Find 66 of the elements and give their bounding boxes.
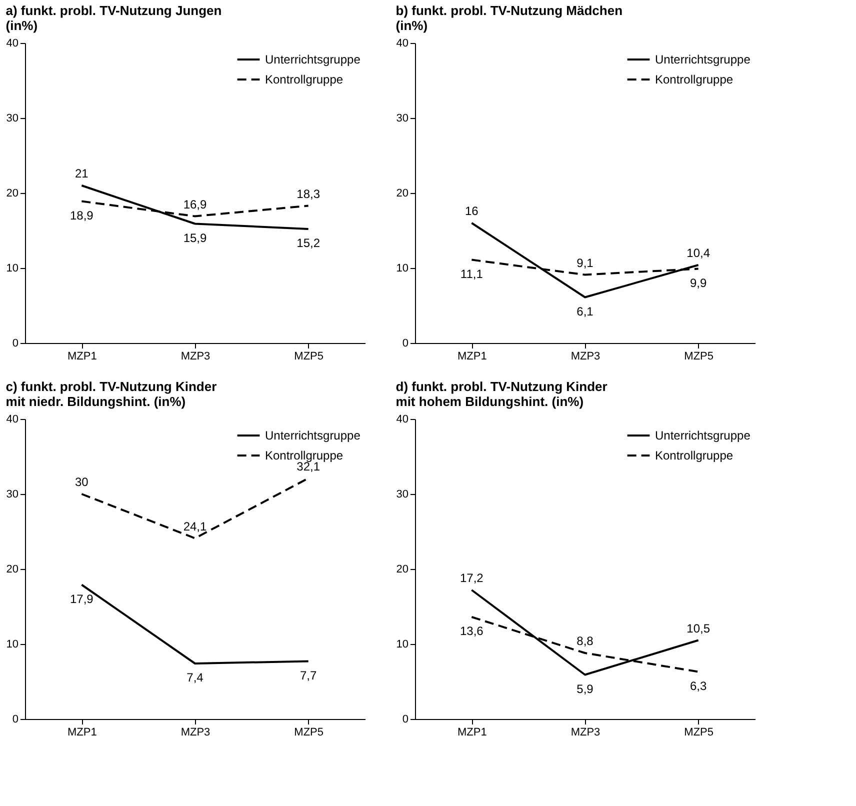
x-tick-label: MZP1	[457, 726, 487, 738]
data-label: 10,4	[686, 246, 710, 260]
y-tick-label: 20	[6, 188, 18, 200]
data-label: 24,1	[183, 519, 207, 534]
x-tick-label: MZP5	[684, 726, 714, 738]
data-label: 11,1	[460, 266, 484, 281]
y-tick-label: 20	[6, 564, 18, 576]
data-label: 30	[74, 475, 89, 489]
y-tick-label: 0	[12, 338, 18, 350]
y-tick-label: 40	[396, 38, 408, 50]
y-tick-label: 0	[402, 338, 408, 350]
legend-label: Unterrichtsgruppe	[265, 52, 361, 66]
data-label: 15,2	[296, 236, 320, 250]
y-tick-label: 20	[396, 564, 408, 576]
legend-label: Kontrollgruppe	[265, 72, 344, 86]
y-tick-label: 0	[402, 714, 408, 726]
chart-title: a) funkt. probl. TV-Nutzung Jungen (in%)	[6, 3, 222, 33]
chart-title: b) funkt. probl. TV-Nutzung Mädchen (in%)	[396, 3, 623, 33]
y-tick-label: 10	[6, 262, 18, 274]
x-tick-label: MZP1	[67, 726, 97, 738]
data-label: 18,3	[296, 186, 320, 201]
data-label: 17,9	[70, 592, 94, 606]
x-tick-label: MZP5	[684, 350, 714, 362]
data-label: 16	[464, 204, 479, 218]
x-tick-label: MZP1	[67, 350, 97, 362]
data-label: 18,9	[70, 208, 94, 222]
y-tick-label: 10	[6, 638, 18, 650]
legend-label: Unterrichtsgruppe	[265, 428, 361, 442]
data-label: 7,4	[186, 670, 204, 684]
data-label: 10,5	[686, 621, 710, 636]
y-tick-label: 40	[6, 38, 18, 50]
x-tick-label: MZP3	[180, 350, 210, 362]
y-tick-label: 10	[396, 638, 408, 650]
y-tick-label: 10	[396, 262, 408, 274]
y-tick-label: 30	[6, 488, 18, 500]
x-tick-label: MZP3	[570, 726, 600, 738]
data-label: 9,9	[690, 276, 707, 290]
data-label: 6,1	[576, 304, 594, 318]
y-tick-label: 30	[396, 488, 408, 500]
data-label: 16,9	[183, 197, 207, 212]
x-tick-label: MZP3	[180, 726, 210, 738]
chart-title: d) funkt. probl. TV-Nutzung Kinder mit hohem Bildungshint. (in%)	[396, 379, 608, 409]
data-label: 17,2	[460, 571, 484, 585]
legend-label: Kontrollgruppe	[655, 72, 734, 86]
y-tick-label: 30	[6, 112, 18, 124]
data-label: 8,8	[576, 634, 594, 648]
y-tick-label: 40	[6, 414, 18, 426]
data-label: 21	[74, 166, 89, 180]
data-label: 13,6	[460, 624, 484, 638]
y-tick-label: 40	[396, 414, 408, 426]
y-tick-label: 0	[12, 714, 18, 726]
legend-label: Unterrichtsgruppe	[655, 428, 751, 442]
y-tick-label: 20	[396, 188, 408, 200]
data-label: 5,9	[576, 682, 594, 696]
data-label: 6,3	[690, 678, 707, 693]
chart-title: c) funkt. probl. TV-Nutzung Kinder mit niedr. Bildungshint. (in%)	[6, 379, 217, 409]
x-tick-label: MZP5	[294, 350, 324, 362]
legend-label: Unterrichtsgruppe	[655, 52, 751, 66]
x-tick-label: MZP5	[294, 726, 324, 738]
legend-label: Kontrollgruppe	[655, 448, 734, 462]
data-label: 15,9	[183, 230, 207, 245]
x-tick-label: MZP3	[570, 350, 600, 362]
x-tick-label: MZP1	[457, 350, 487, 362]
data-label: 9,1	[576, 256, 594, 270]
y-tick-label: 30	[396, 112, 408, 124]
data-label: 7,7	[300, 668, 317, 682]
